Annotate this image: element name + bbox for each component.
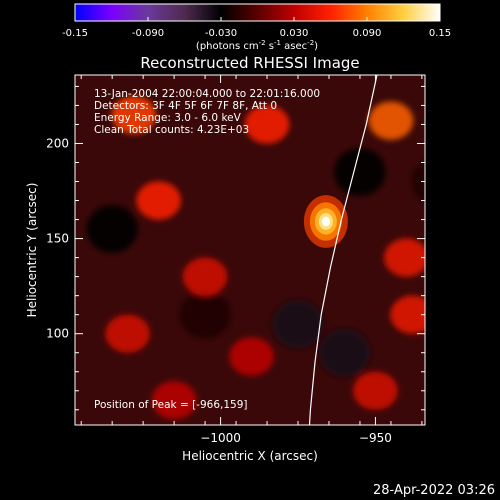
cold-region (318, 328, 371, 377)
colorbar-ticks: -0.15 -0.090 -0.030 0.030 0.090 0.15 (62, 17, 451, 39)
hot-region (151, 381, 197, 420)
x-tick-label: −1000 (200, 431, 241, 445)
colorbar: -0.15 -0.090 -0.030 0.030 0.090 0.15 (photons… (62, 3, 451, 52)
hot-region (136, 181, 182, 220)
chart-title: Reconstructed RHESSI Image (140, 54, 359, 72)
cold-region (272, 300, 324, 349)
y-axis-label: Heliocentric Y (arcsec) (25, 183, 39, 318)
plot-frame (74, 74, 426, 426)
colorbar-tick-label: -0.030 (205, 28, 237, 39)
colorbar-tick-label: -0.15 (62, 28, 88, 39)
colorbar-frame (74, 3, 441, 22)
y-tick-label: 200 (46, 136, 69, 150)
cold-region (334, 148, 386, 197)
hot-region (390, 295, 425, 334)
colorbar-tick-label: 0.15 (429, 28, 451, 39)
colorbar-tick-label: -0.090 (132, 28, 164, 39)
annotations: 13-Jan-2004 22:00:04.000 to 22:01:16.000… (94, 88, 320, 411)
hot-region (229, 337, 274, 376)
colorbar-tick-label: 0.090 (353, 28, 382, 39)
hot-region (111, 95, 157, 135)
cold-region (86, 205, 138, 254)
hot-region (353, 371, 398, 410)
hot-region (477, 105, 500, 143)
x-axis-label: Heliocentric X (arcsec) (182, 449, 318, 463)
footer-date: 28-Apr-2022 03:26 (373, 483, 495, 498)
cold-region (179, 290, 231, 339)
y-tick-label: 100 (46, 327, 69, 341)
annotation-time-range: 13-Jan-2004 22:00:04.000 to 22:01:16.000 (94, 88, 320, 100)
x-tick-label: −950 (359, 431, 392, 445)
hot-region (105, 314, 151, 353)
hot-region (384, 238, 425, 277)
peak-contour (321, 216, 330, 227)
hot-region (440, 191, 485, 229)
y-tick-label: 150 (46, 232, 69, 246)
peak-source (303, 195, 348, 248)
hot-region (182, 257, 228, 296)
hot-region (368, 101, 414, 140)
hot-region (244, 105, 290, 144)
cold-region (411, 160, 425, 203)
cold-region (458, 338, 500, 386)
axis-ticks: −1000−950−900100150200 (46, 75, 425, 445)
colorbar-unit-label: (photons cm-2 s-1 asec-2) (196, 39, 318, 52)
annotation-peak-position: Position of Peak = [-966,159] (94, 399, 248, 411)
annotation-energy: Energy Range: 3.0 - 6.0 keV (94, 112, 242, 124)
annotation-clean: Clean Total counts: 4.23E+03 (94, 124, 249, 136)
colorbar-strip (75, 4, 440, 21)
plot-area: −1000−950−900100150200 (46, 74, 500, 445)
solar-limb (308, 75, 378, 425)
hot-region (483, 267, 500, 305)
colorbar-tick-label: 0.030 (280, 28, 309, 39)
annotation-detectors: Detectors: 3F 4F 5F 6F 7F 8F, Att 0 (94, 100, 277, 112)
heatmap-image (86, 95, 500, 420)
